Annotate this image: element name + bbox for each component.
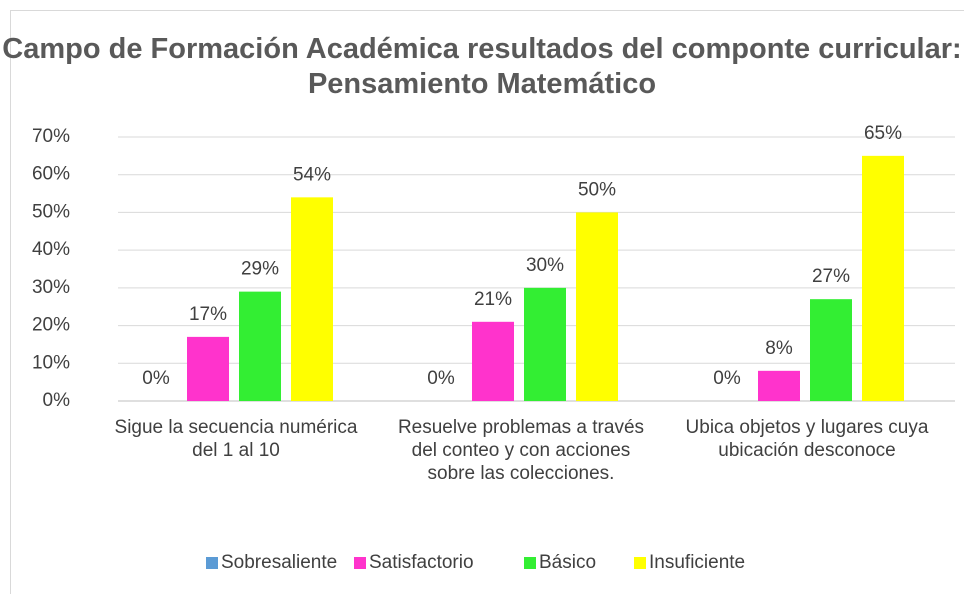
bar (576, 212, 618, 401)
legend-swatch (524, 557, 536, 569)
value-label: 27% (812, 266, 850, 287)
legend-label: Satisfactorio (369, 552, 474, 573)
value-label: 54% (293, 164, 331, 185)
bar (291, 197, 333, 401)
y-tick-label: 70% (32, 126, 70, 147)
value-label: 30% (526, 255, 564, 276)
bar (187, 336, 229, 401)
y-tick-label: 50% (32, 201, 70, 222)
bar (472, 321, 514, 401)
x-tick-label: Sigue la secuencia numérica del 1 al 10 (114, 417, 358, 461)
legend-label: Básico (539, 552, 596, 573)
legend-label: Insuficiente (649, 552, 745, 573)
value-label: 0% (142, 368, 170, 389)
chart-title: Campo de Formación Académica resultados … (2, 33, 962, 100)
legend-label: Sobresaliente (221, 552, 337, 573)
value-label: 0% (427, 368, 455, 389)
legend-swatch (354, 557, 366, 569)
bar (810, 299, 852, 401)
value-label: 29% (241, 259, 279, 280)
x-tick-label: Ubica objetos y lugares cuya ubicación d… (685, 417, 929, 461)
legend-swatch (206, 557, 218, 569)
value-label: 50% (578, 179, 616, 200)
y-tick-label: 20% (32, 315, 70, 336)
y-tick-label: 10% (32, 352, 70, 373)
y-tick-label: 0% (43, 390, 71, 411)
bar (862, 155, 904, 401)
y-tick-label: 40% (32, 239, 70, 260)
y-tick-label: 60% (32, 164, 70, 185)
chart-frame (10, 10, 964, 594)
value-label: 65% (864, 123, 902, 144)
value-label: 0% (713, 368, 741, 389)
value-label: 17% (189, 304, 227, 325)
value-label: 21% (474, 289, 512, 310)
y-tick-label: 30% (32, 277, 70, 298)
x-tick-label: Resuelve problemas a través del conteo y… (397, 417, 645, 484)
bar (758, 370, 800, 401)
bar (524, 287, 566, 401)
legend-swatch (634, 557, 646, 569)
bar (239, 291, 281, 401)
value-label: 8% (765, 338, 793, 359)
